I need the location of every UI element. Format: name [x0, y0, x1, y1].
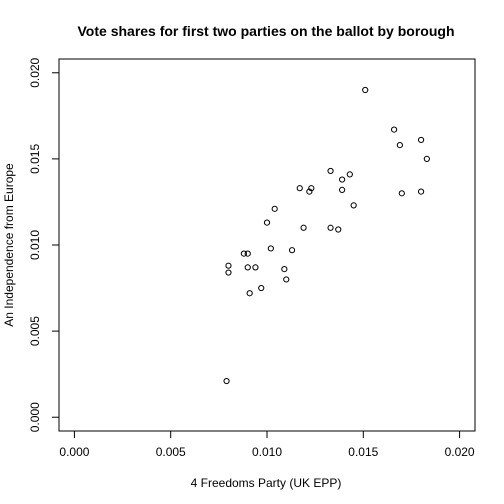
- data-point: [288, 247, 296, 254]
- y-axis: 0.000 0.005 0.010 0.015 0.020: [28, 57, 60, 432]
- data-point: [423, 155, 430, 162]
- y-tick-label: 0.005: [28, 316, 42, 346]
- y-tick-label: 0.000: [28, 402, 42, 432]
- y-tick-label: 0.020: [28, 57, 42, 87]
- plot-frame: [58, 58, 476, 432]
- data-point: [244, 264, 251, 271]
- y-axis-label: An Independence from Europe: [2, 163, 16, 327]
- data-point: [362, 86, 369, 94]
- data-point: [398, 190, 405, 197]
- data-point: [225, 269, 232, 276]
- data-point: [300, 224, 307, 231]
- x-tick-label: 0.000: [59, 445, 89, 459]
- data-point: [267, 245, 274, 252]
- data-point: [327, 224, 334, 231]
- x-tick-label: 0.005: [156, 445, 186, 459]
- data-point: [417, 136, 425, 144]
- x-axis-label: 4 Freedoms Party (UK EPP): [191, 476, 342, 490]
- data-point: [240, 250, 247, 257]
- data-points: [223, 86, 430, 385]
- data-point: [281, 266, 288, 273]
- data-point: [308, 185, 315, 192]
- x-axis: 0.000 0.005 0.010 0.015 0.020: [59, 430, 475, 459]
- data-point: [306, 188, 313, 195]
- data-point: [339, 186, 346, 193]
- x-tick-label: 0.020: [445, 445, 475, 459]
- chart-title: Vote shares for first two parties on the…: [78, 23, 455, 39]
- y-tick-label: 0.015: [28, 144, 42, 174]
- data-point: [223, 377, 230, 385]
- data-point: [417, 188, 425, 195]
- data-point: [339, 176, 346, 183]
- data-point: [327, 167, 334, 175]
- y-tick-label: 0.010: [28, 230, 42, 260]
- data-point: [244, 250, 251, 257]
- data-point: [252, 264, 259, 271]
- x-tick-label: 0.015: [348, 445, 378, 459]
- data-point: [296, 185, 303, 192]
- data-point: [396, 142, 403, 149]
- data-point: [258, 284, 265, 292]
- data-point: [246, 290, 253, 297]
- data-point: [335, 226, 342, 233]
- data-point: [283, 276, 290, 283]
- data-point: [225, 262, 232, 269]
- data-point: [346, 171, 353, 178]
- data-point: [263, 219, 271, 226]
- data-point: [350, 202, 357, 209]
- data-point: [271, 205, 278, 212]
- data-point: [391, 126, 398, 133]
- x-tick-label: 0.010: [252, 445, 282, 459]
